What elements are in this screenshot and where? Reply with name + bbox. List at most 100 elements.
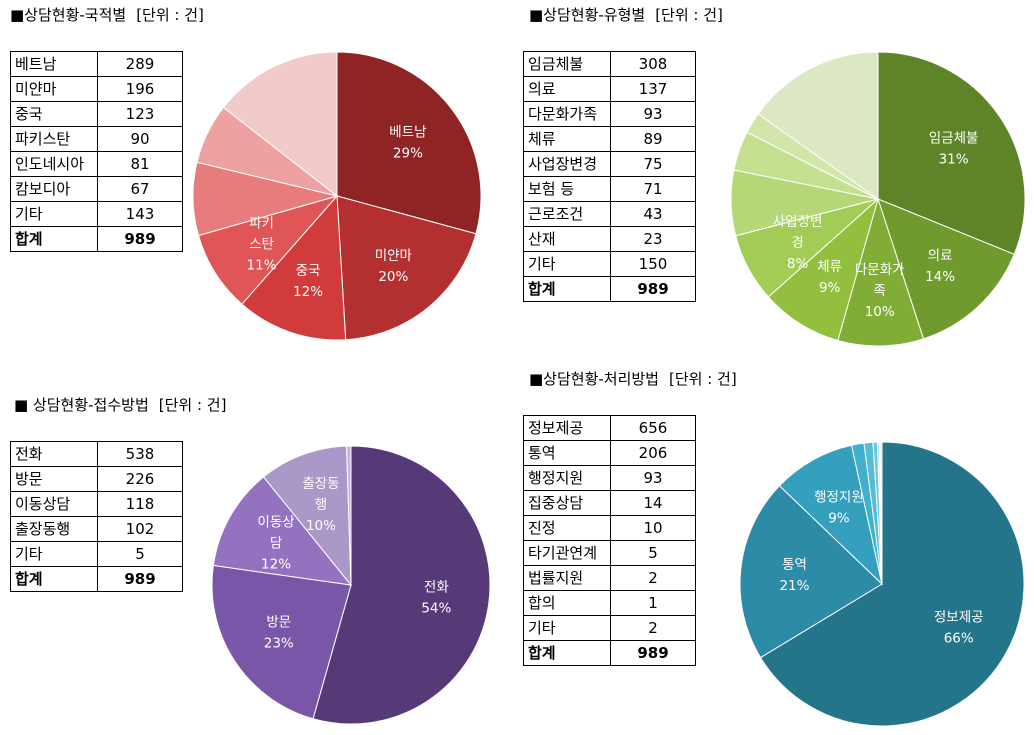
pie-slice — [757, 51, 879, 200]
title-text: ■상담현황-처리방법 — [529, 370, 659, 388]
slice-percent-label: 23% — [264, 635, 294, 651]
slice-category-label: 방문 — [266, 614, 291, 630]
chart-title: ■상담현황-유형별 [단위 : 건] — [529, 4, 723, 25]
pie-chart: 전화 54% 방문 23% 이동상담 12% 출장동행 10% — [211, 445, 491, 725]
slice-category-label: 체류 — [817, 259, 842, 275]
value-cell: 123 — [97, 101, 183, 127]
pie-slice — [211, 564, 352, 720]
value-cell: 143 — [97, 201, 183, 227]
category-cell: 기타 — [523, 251, 611, 277]
table-row: 통역 206 — [523, 440, 696, 466]
pie-slice — [222, 51, 338, 198]
pie-slice — [241, 194, 347, 341]
slice-category-label: 행 — [315, 497, 327, 513]
value-cell: 23 — [610, 226, 696, 252]
pie-slice — [336, 51, 482, 235]
category-cell: 파키스탄 — [10, 126, 98, 152]
table-row: 기타 2 — [523, 615, 696, 641]
slice-percent-label: 14% — [925, 269, 955, 285]
category-cell: 이동상담 — [10, 491, 98, 517]
pie-slice — [739, 485, 883, 659]
category-cell: 진정 — [523, 515, 611, 541]
value-cell: 1 — [610, 590, 696, 616]
pie-slice — [877, 198, 1015, 340]
slice-category-label: 다문화가 — [855, 262, 905, 278]
category-cell: 통역 — [523, 440, 611, 466]
category-cell: 다문화가족 — [523, 101, 611, 127]
table-row: 사업장변경 75 — [523, 151, 696, 177]
table-row: 기타 5 — [10, 541, 183, 567]
value-cell: 2 — [610, 565, 696, 591]
slice-percent-label: 9% — [828, 511, 850, 527]
slice-percent-label: 10% — [306, 518, 336, 534]
category-cell: 사업장변경 — [523, 151, 611, 177]
unit-label: [단위 : 건] — [136, 6, 204, 24]
pie-slice — [879, 441, 883, 585]
table-row: 체류 89 — [523, 126, 696, 152]
title-text: ■ 상담현황-접수방법 — [14, 396, 149, 414]
slice-percent-label: 12% — [261, 556, 291, 572]
value-cell: 93 — [610, 101, 696, 127]
total-value-cell: 989 — [97, 226, 183, 252]
value-cell: 308 — [610, 51, 696, 77]
value-cell: 71 — [610, 176, 696, 202]
pie-slice — [759, 441, 1025, 727]
pie-slice — [262, 445, 352, 587]
category-cell: 법률지원 — [523, 565, 611, 591]
value-cell: 75 — [610, 151, 696, 177]
value-cell: 89 — [610, 126, 696, 152]
slice-percent-label: 54% — [421, 600, 451, 616]
slice-percent-label: 8% — [787, 256, 809, 272]
unit-label: [단위 : 건] — [669, 370, 737, 388]
value-cell: 43 — [610, 201, 696, 227]
table-row: 캄보디아 67 — [10, 176, 183, 202]
value-cell: 5 — [610, 540, 696, 566]
slice-category-label: 의료 — [928, 248, 953, 264]
slice-percent-label: 10% — [865, 304, 895, 320]
total-label-cell: 합계 — [10, 226, 98, 252]
value-cell: 67 — [97, 176, 183, 202]
slice-category-label: 족 — [874, 283, 886, 299]
slice-percent-label: 20% — [378, 269, 408, 285]
value-cell: 226 — [97, 466, 183, 492]
table-row: 베트남 289 — [10, 51, 183, 77]
category-cell: 기타 — [10, 541, 98, 567]
slice-category-label: 통역 — [782, 557, 807, 573]
slice-category-label: 임금체불 — [929, 131, 979, 147]
pie-slice — [197, 195, 339, 305]
value-cell: 2 — [610, 615, 696, 641]
title-text: ■상담현황-유형별 — [529, 6, 646, 24]
category-cell: 근로조건 — [523, 201, 611, 227]
table-row: 타기관연계 5 — [523, 540, 696, 566]
value-cell: 196 — [97, 76, 183, 102]
slice-category-label: 미얀마 — [375, 248, 413, 264]
category-cell: 산재 — [523, 226, 611, 252]
category-cell: 미얀마 — [10, 76, 98, 102]
unit-label: [단위 : 건] — [655, 6, 723, 24]
table-row: 다문화가족 93 — [523, 101, 696, 127]
slice-category-label: 경 — [791, 235, 803, 251]
title-text: ■상담현황-국적별 — [10, 6, 127, 24]
table-row: 보험 등 71 — [523, 176, 696, 202]
pie-slice — [778, 444, 883, 586]
total-label-cell: 합계 — [523, 640, 611, 666]
table-row: 임금체불 308 — [523, 51, 696, 77]
pie-slice — [346, 445, 352, 586]
slice-category-label: 스탄 — [249, 237, 274, 253]
category-cell: 출장동행 — [10, 516, 98, 542]
pie-slice — [336, 195, 477, 341]
category-cell: 타기관연계 — [523, 540, 611, 566]
table-row: 행정지원 93 — [523, 465, 696, 491]
table-row: 근로조건 43 — [523, 201, 696, 227]
value-cell: 81 — [97, 151, 183, 177]
data-table: 임금체불 308 의료 137 다문화가족 93 체류 89 사업장변경 75 보험 등 71 근로조건… — [523, 51, 696, 302]
chart-title: ■ 상담현황-접수방법 [단위 : 건] — [14, 394, 226, 415]
category-cell: 보험 등 — [523, 176, 611, 202]
value-cell: 90 — [97, 126, 183, 152]
pie-chart: 임금체불 31% 의료 14% 다문화가족 10% 체류 9% 사업장변경 8% — [730, 51, 1026, 347]
value-cell: 14 — [610, 490, 696, 516]
table-row: 법률지원 2 — [523, 565, 696, 591]
pie-chart: 베트남 29% 미얀마 20% 중국 12% 파키스탄 11% — [192, 51, 482, 341]
table-row: 이동상담 118 — [10, 491, 183, 517]
slice-percent-label: 11% — [247, 258, 277, 274]
